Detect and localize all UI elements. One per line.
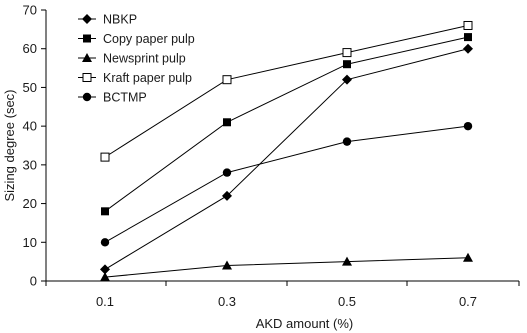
y-tick-label: 10: [23, 235, 37, 250]
data-point: [100, 238, 110, 247]
series-kraft-paper-pulp: [100, 20, 473, 162]
data-point: [343, 60, 351, 69]
y-tick-label: 40: [23, 119, 37, 134]
series-nbkp: [100, 43, 473, 275]
legend-label: Copy paper pulp: [103, 32, 195, 46]
data-point: [222, 190, 232, 201]
data-point: [463, 43, 473, 54]
data-point: [100, 264, 110, 275]
series-line: [104, 125, 469, 243]
y-tick-label: 0: [30, 274, 37, 289]
legend-marker: [82, 14, 92, 24]
data-point: [463, 121, 473, 131]
data-point: [222, 260, 232, 270]
legend-marker: [82, 53, 92, 62]
data-point: [342, 256, 352, 266]
legend-label: Kraft paper pulp: [103, 71, 192, 85]
data-point: [101, 207, 109, 216]
legend-marker: [82, 92, 92, 102]
y-tick-label: 20: [23, 196, 37, 211]
legend-marker: [82, 73, 92, 82]
x-tick-label: 0.7: [459, 294, 477, 309]
data-point: [223, 118, 231, 127]
data-point: [342, 48, 352, 58]
axes: [41, 9, 520, 286]
data-point: [100, 272, 110, 282]
y-axis-label: Sizing degree (sec): [2, 90, 17, 202]
legend-item: Newsprint pulp: [78, 52, 186, 66]
series-layer: [100, 20, 473, 282]
series-line: [104, 257, 469, 278]
data-point: [222, 168, 232, 177]
data-point: [463, 252, 473, 262]
y-tick-label: 70: [23, 3, 37, 18]
y-tick-label: 30: [23, 157, 37, 172]
legend-item: NBKP: [78, 13, 137, 27]
legend-item: Copy paper pulp: [78, 32, 195, 46]
data-point: [342, 137, 352, 146]
series-bctmp: [100, 121, 473, 247]
series-line: [104, 36, 469, 212]
x-tick-label: 0.1: [96, 294, 114, 309]
data-point: [222, 75, 232, 85]
tick-labels: 0 10 20 30 40 50 60 70 0.1 0.3 0.5 0.7: [23, 3, 478, 310]
legend-marker: [83, 34, 91, 43]
x-tick-label: 0.3: [218, 294, 236, 309]
data-point: [342, 74, 352, 85]
legend-label: BCTMP: [103, 91, 147, 105]
series-line: [104, 48, 469, 270]
y-tick-label: 60: [23, 41, 37, 56]
legend: NBKP Copy paper pulp Newsprint pulp Kraft p…: [78, 13, 195, 105]
series-copy-paper-pulp: [101, 33, 472, 216]
data-point: [100, 152, 110, 162]
data-point: [464, 33, 472, 42]
data-point: [463, 20, 473, 30]
legend-item: BCTMP: [78, 91, 147, 105]
y-tick-label: 50: [23, 80, 37, 95]
x-axis-label: AKD amount (%): [256, 316, 354, 331]
x-tick-label: 0.5: [338, 294, 356, 309]
legend-label: Newsprint pulp: [103, 52, 186, 66]
series-newsprint-pulp: [100, 252, 473, 282]
legend-item: Kraft paper pulp: [78, 71, 192, 85]
legend-label: NBKP: [103, 13, 137, 27]
series-line: [104, 24, 469, 158]
